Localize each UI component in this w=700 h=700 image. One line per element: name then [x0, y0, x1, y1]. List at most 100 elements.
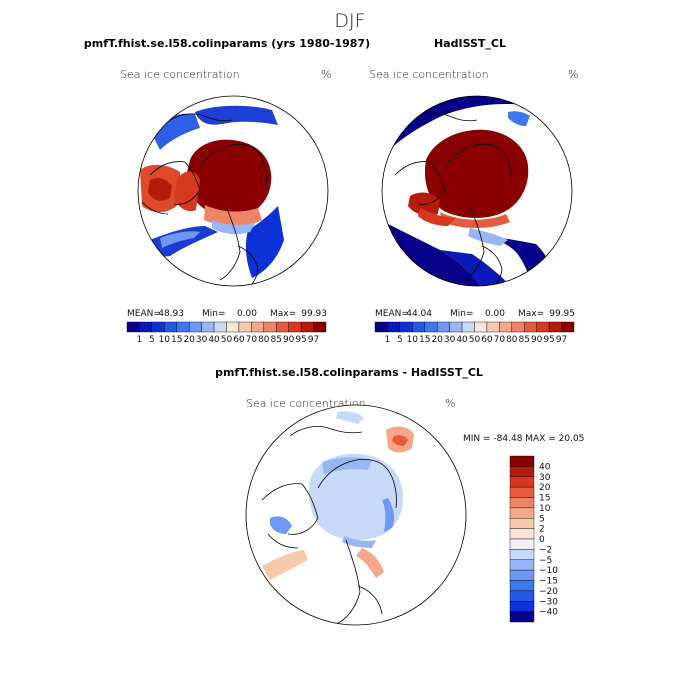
panel-3-colorbar-swatch-14	[509, 601, 535, 612]
panel-3-colorbar-tick-label: −5	[539, 556, 552, 566]
panel-3-map	[245, 404, 467, 626]
panel-3-colorbar-swatch-7	[509, 528, 535, 540]
panel-2-colorbar-swatch-0	[374, 321, 388, 333]
panel-2-colorbar-tick-label: 30	[444, 335, 456, 345]
panel-1-colorbar-tick-label: 97	[308, 335, 319, 345]
panel-3-colorbar-tick-label: 30	[539, 473, 551, 483]
panel-1-colorbar-swatch-1	[139, 321, 153, 333]
panel-2-colorbar-tick-label: 10	[407, 335, 419, 345]
panel-2-colorbar-swatch-1	[387, 321, 401, 333]
panel-1-colorbar-swatch-15	[313, 321, 327, 333]
panel-3-minmax: MIN = -84.48 MAX = 20.05	[463, 434, 584, 444]
panel-1-colorbar-swatch-12	[276, 321, 289, 333]
panel-1-colorbar-swatch-10	[251, 321, 265, 333]
panel-2-colorbar-tick-label: 50	[469, 335, 481, 345]
panel-3-units-label: %	[445, 397, 455, 410]
panel-1-colorbar-swatch-13	[288, 321, 302, 333]
panel-1-stats: MEAN= 48.93 Min= 0.00 Max= 99.93	[127, 309, 327, 319]
panel-3-colorbar-tick-label: −20	[539, 587, 558, 597]
panel-3-colorbar-tick-label: −15	[539, 577, 558, 587]
panel-2-colorbar-swatch-7	[461, 321, 475, 333]
panel-2-colorbar-swatch-11	[511, 321, 525, 333]
panel-2-colorbar-tick-label: 20	[431, 335, 443, 345]
panel-3-colorbar-swatch-10	[509, 559, 535, 571]
panel-2-colorbar-tick-label: 70	[494, 335, 506, 345]
season-title: DJF	[334, 10, 365, 32]
panel-1-colorbar-tick-label: 5	[149, 335, 155, 345]
panel-2-colorbar-swatch-8	[474, 321, 488, 333]
panel-1-colorbar-swatch-4	[176, 321, 190, 333]
panel-2-colorbar-swatch-5	[436, 321, 450, 333]
panel-1-colorbar-tick-label: 30	[196, 335, 208, 345]
panel-3-colorbar-swatch-2	[509, 476, 535, 488]
panel-2-colorbar-swatch-4	[424, 321, 438, 333]
panel-3-colorbar-tick-label: −40	[539, 608, 558, 618]
panel-1-colorbar: 1 5 10 15 20 30 40 50 60 70 80 85 90 95 97	[126, 321, 327, 345]
panel-1-mean-value: 48.93	[158, 309, 184, 319]
panel-1-units-label: %	[321, 68, 331, 81]
panel-2-colorbar-swatch-9	[486, 321, 500, 333]
panel-3-colorbar-tick-label: 2	[539, 525, 545, 535]
panel-3-colorbar-swatch-8	[509, 538, 535, 550]
panel-3-colorbar-swatch-0	[509, 455, 535, 467]
panel-2-map	[381, 95, 573, 287]
panel-1-min-label: Min=	[202, 309, 226, 319]
panel-2-colorbar-tick-label: 60	[481, 335, 493, 345]
panel-1-mean-label: MEAN=	[127, 309, 161, 319]
panel-2-max-value: 99.95	[549, 309, 575, 319]
panel-3-colorbar-tick-label: −2	[539, 545, 552, 555]
panel-3-region-central-arctic	[308, 453, 404, 540]
panel-3-region-barents-positive	[356, 548, 384, 578]
panel-3-title: pmfT.fhist.se.l58.colinparams - HadISST_…	[215, 366, 483, 379]
panel-1-colorbar-tick-label: 40	[208, 335, 220, 345]
panel-3-colorbar-swatch-12	[509, 580, 535, 592]
panel-3-colorbar-swatch-6	[509, 518, 535, 529]
panel-2-coastlines	[394, 113, 512, 286]
panel-2-colorbar-tick-label: 15	[419, 335, 430, 345]
panel-2-colorbar-swatch-6	[449, 321, 463, 333]
panel-1-max-value: 99.93	[301, 309, 327, 319]
panel-1-region-bering-ice	[195, 105, 278, 125]
panel-2-colorbar-swatch-12	[524, 321, 537, 333]
panel-3-region-atlantic-positive	[262, 550, 308, 580]
panel-3-colorbar-swatch-13	[509, 590, 535, 602]
panel-3-colorbar-tick-label: −30	[539, 597, 558, 607]
panel-2-colorbar-swatch-13	[536, 321, 550, 333]
panel-2-colorbar: 1 5 10 15 20 30 40 50 60 70 80 85 90 95 97	[374, 321, 575, 345]
panel-1-colorbar-tick-label: 20	[183, 335, 195, 345]
panel-2-mean-value: 44.04	[406, 309, 432, 319]
panel-1-colorbar-tick-label: 15	[171, 335, 182, 345]
panel-2-variable-label: Sea ice concentration	[369, 68, 489, 81]
panel-1-colorbar-tick-label: 85	[271, 335, 282, 345]
panel-1-region-barents-ice	[245, 206, 284, 278]
panel-2-colorbar-tick-label: 85	[519, 335, 530, 345]
panel-2-colorbar-swatch-3	[412, 321, 425, 333]
panel-3-colorbar-tick-label: 40	[539, 462, 551, 472]
panel-3-colorbar-swatch-5	[509, 507, 535, 519]
panel-2-colorbar-swatch-10	[499, 321, 513, 333]
panel-2-min-label: Min=	[450, 309, 474, 319]
panel-1-colorbar-tick-label: 90	[283, 335, 295, 345]
panel-3-colorbar-tick-label: 10	[539, 504, 551, 514]
panel-2-colorbar-swatch-2	[399, 321, 413, 333]
panel-2-region-central-arctic	[424, 129, 529, 218]
panel-1-map	[137, 95, 329, 287]
panel-2-title: HadISST_CL	[434, 37, 506, 50]
panel-1-min-value: 0.00	[237, 309, 257, 319]
panel-1-colorbar-tick-label: 80	[258, 335, 270, 345]
panel-2-stats: MEAN= 44.04 Min= 0.00 Max= 99.95	[375, 309, 575, 319]
panel-2-colorbar-tick-label: 40	[456, 335, 468, 345]
panel-3-colorbar-tick-label: −10	[539, 566, 558, 576]
panel-2-min-value: 0.00	[485, 309, 505, 319]
panel-2-colorbar-swatch-15	[561, 321, 575, 333]
panel-2-colorbar-tick-label: 1	[385, 335, 391, 345]
panel-3-colorbar-swatch-11	[509, 569, 535, 581]
panel-2-mean-label: MEAN=	[375, 309, 409, 319]
panel-3-colorbar-swatch-15	[509, 611, 535, 623]
panel-1-colorbar-swatch-11	[263, 321, 277, 333]
panel-1-max-label: Max=	[270, 309, 296, 319]
panel-1-region-atlantic-ice	[150, 226, 218, 257]
